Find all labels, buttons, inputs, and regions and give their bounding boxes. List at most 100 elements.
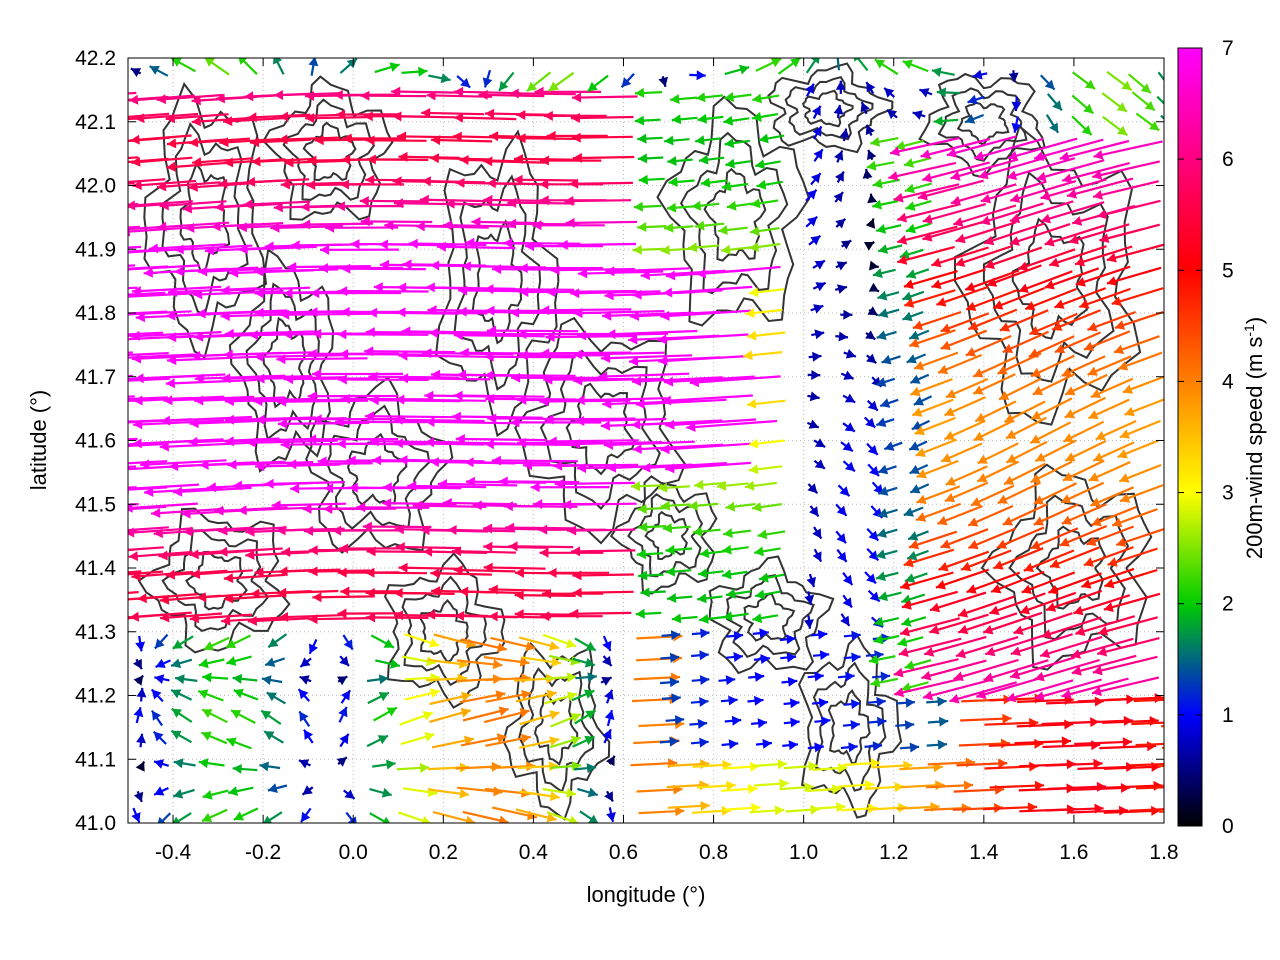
wind-vector [1127,73,1152,94]
wind-vector-head [151,689,162,700]
wind-vector-head [916,469,927,479]
wind-vector-head [101,418,110,428]
wind-vector-head [632,289,642,300]
wind-vector [694,479,727,490]
wind-vector [249,137,312,148]
wind-vector [558,239,637,250]
wind-vector-head [584,689,595,699]
wind-vector [1133,698,1164,703]
wind-vector [1119,419,1161,439]
wind-vector [1071,94,1095,115]
wind-vector [1040,201,1105,224]
wind-vector [634,115,661,126]
colorbar-label-sup: -1 [1241,324,1257,337]
wind-vector [154,633,169,650]
wind-vector-head [787,676,798,687]
wind-vector-head [904,298,915,308]
wind-vector [431,135,493,146]
wind-vector [745,308,783,318]
wind-vector-head [383,638,394,648]
wind-vector-head [814,329,825,340]
wind-vector-shaft [661,394,753,403]
wind-vector-shaft [128,264,136,267]
wind-vector-head [752,613,763,624]
wind-vector-shaft [1034,658,1100,681]
wind-vector-head [129,94,139,105]
wind-vector-head [902,291,913,302]
wind-vector [632,244,665,255]
wind-vector [464,457,551,468]
wind-vector-head [509,88,519,99]
wind-vector-shaft [483,160,545,164]
wind-vector [902,290,925,302]
wind-vector-shaft [640,269,726,277]
wind-vector [810,172,822,186]
wind-vector [1060,481,1105,504]
wind-vector-head [232,764,242,774]
wind-vector [453,330,545,341]
wind-vector [1048,245,1107,268]
wind-vector-head [865,417,876,428]
wind-vector-head [408,238,418,249]
wind-vector [128,310,192,316]
wind-vector-head [1006,429,1017,439]
wind-vector-head [698,154,709,165]
wind-vector-head [1006,692,1017,703]
wind-vector [128,546,164,551]
wind-vector [133,706,144,724]
wind-vector-head [916,512,927,522]
wind-vector-head [181,508,191,519]
wind-vector-head [804,594,815,605]
wind-vector-head [306,180,316,190]
wind-vector-shaft [484,443,576,446]
wind-vector-head [637,133,647,144]
wind-vector-head [695,135,705,146]
wind-vector [976,460,1020,483]
wind-vector [866,160,895,171]
wind-vector [901,590,958,610]
wind-vector-head [843,370,854,380]
wind-vector-head [398,562,408,573]
wind-vector-head [233,688,244,699]
wind-vector [198,658,225,669]
wind-vector-head [565,217,575,228]
wind-vector [1059,139,1130,162]
wind-vector [211,221,284,232]
wind-vector-head [567,525,577,536]
wind-vector-shaft [277,421,370,425]
wind-vector [153,786,169,796]
wind-vector-shaft [893,658,959,676]
wind-vector [867,193,878,204]
wind-vector-head [912,110,923,120]
wind-vector-head [308,307,318,318]
wind-vector-head [337,374,347,385]
wind-vector-head [842,441,853,452]
wind-vector [1156,95,1164,105]
wind-vector-head [912,320,923,330]
wind-vector-shaft [990,570,1045,593]
wind-vector [872,268,896,279]
wind-vector [201,708,228,724]
wind-vector-shaft [1039,635,1103,658]
wind-vector-head [1093,190,1103,200]
wind-vector-head [366,612,376,623]
wind-vector-shaft [929,591,987,612]
wind-vector-head [699,737,709,748]
wind-vector-head [665,463,675,474]
wind-vector-head [899,249,910,260]
wind-vector-head [130,330,140,341]
wind-vector [1092,160,1161,180]
wind-vector-head [804,619,814,629]
wind-vector-head [172,639,183,649]
wind-vector [1002,330,1050,354]
wind-vector [902,59,929,73]
wind-vector [807,483,819,495]
wind-vector-head [415,221,425,232]
wind-vector-shaft [936,285,989,306]
wind-vector-shaft [1092,655,1158,674]
wind-vector-head [842,574,853,585]
wind-vector [1036,159,1105,182]
wind-vector-shaft [571,549,636,553]
wind-vector-shaft [191,116,255,124]
wind-vector-head [1044,236,1055,247]
